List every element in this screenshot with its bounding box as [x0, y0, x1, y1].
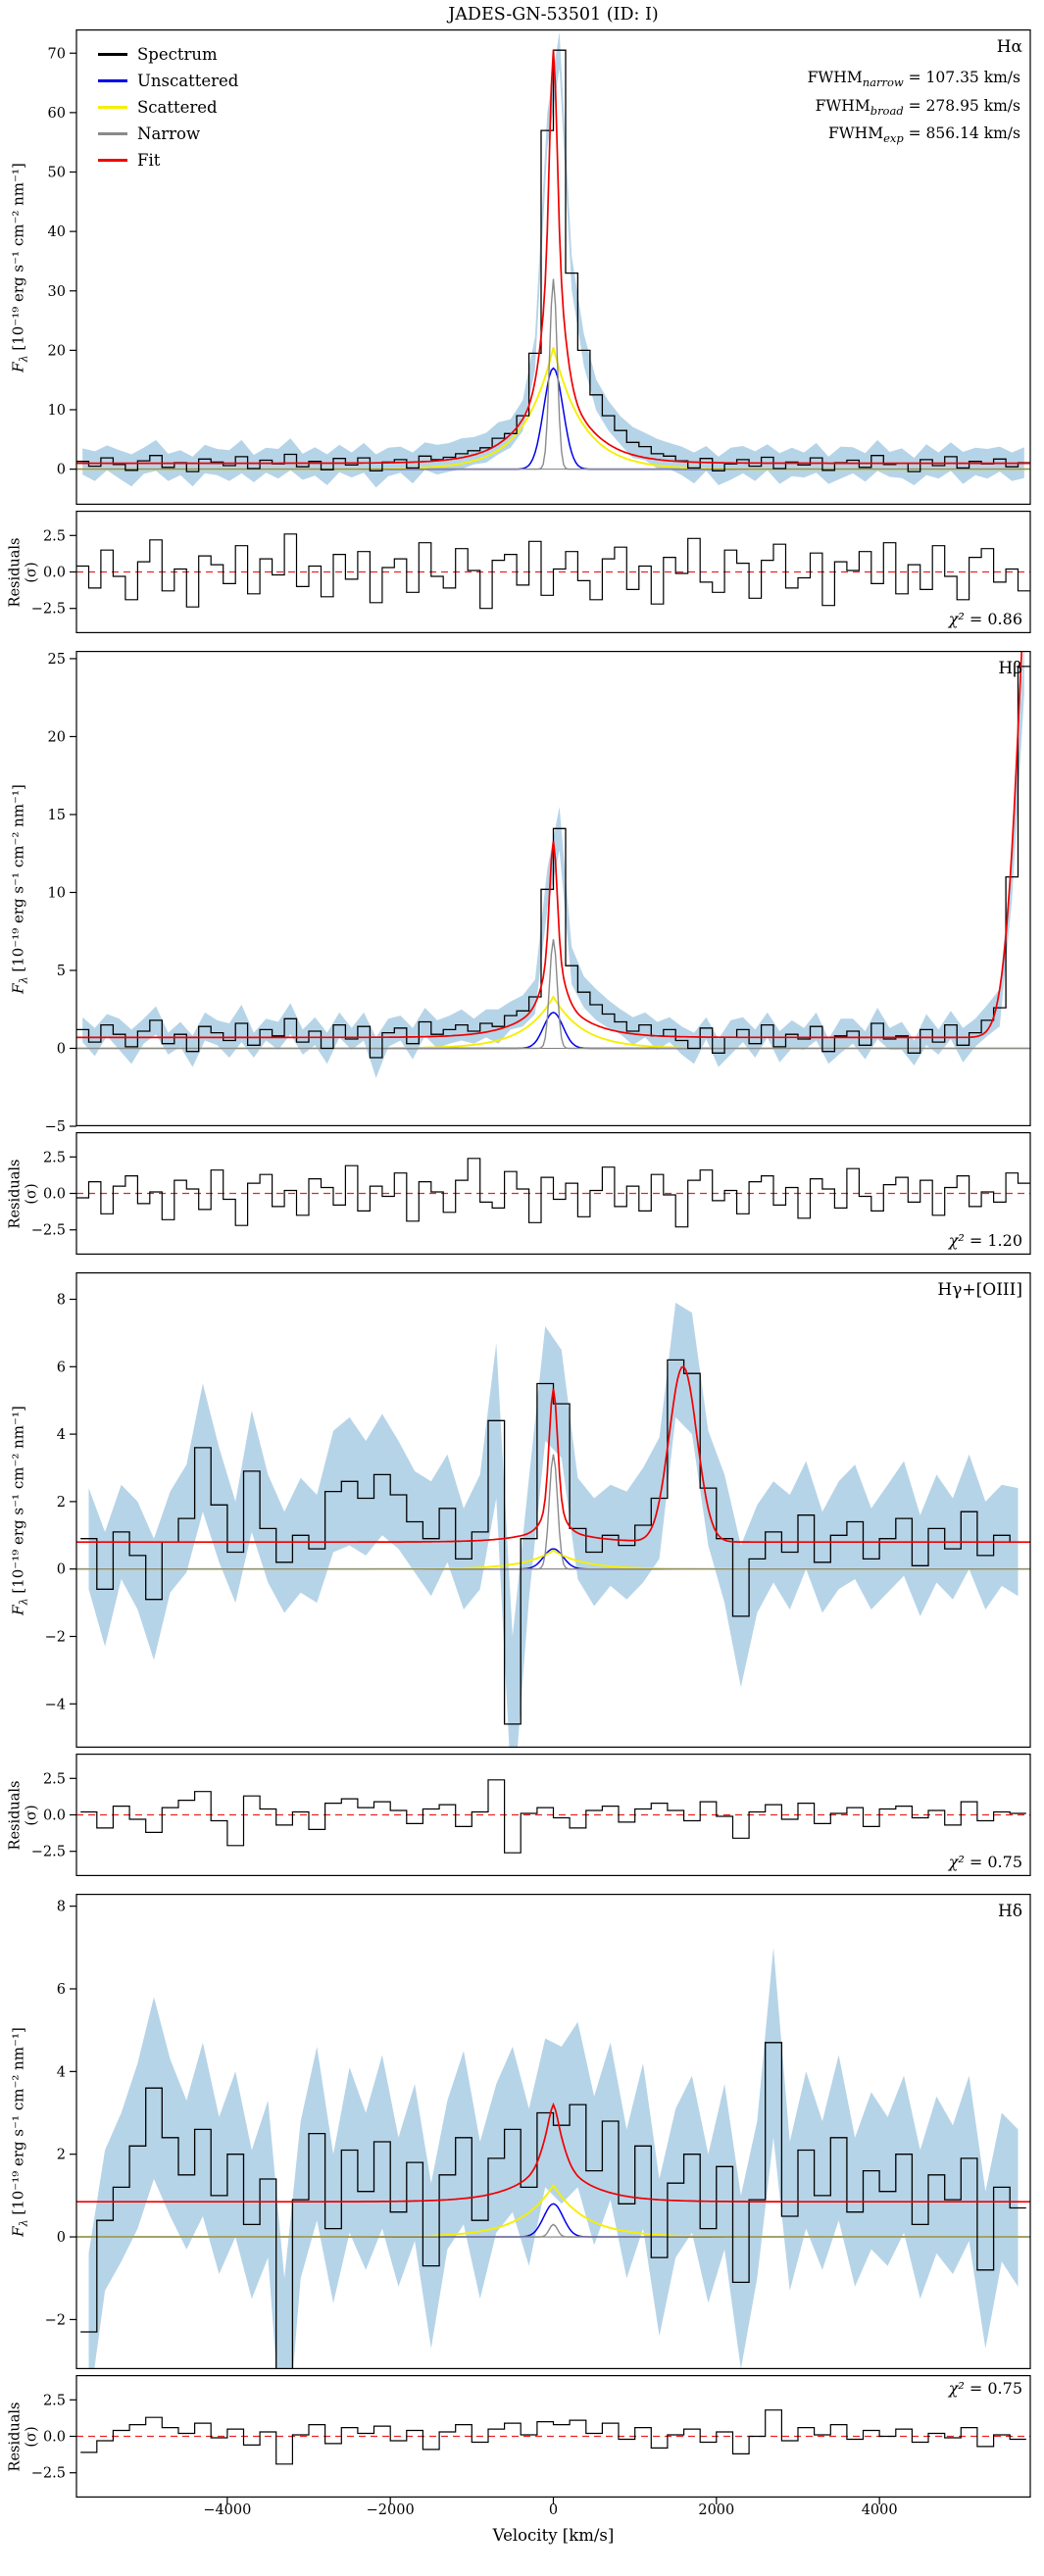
- fwhm-exp-annotation: FWHMexp = 856.14 km/s: [827, 124, 1020, 146]
- y-axis-label-flux: Fλ [10⁻¹⁹ erg s⁻¹ cm⁻² nm⁻¹]: [9, 783, 30, 994]
- x-tick-label: 2000: [698, 2502, 735, 2518]
- legend: Spectrum Unscattered Scattered Narrow Fi…: [98, 41, 238, 173]
- svg-text:−5: −5: [45, 1119, 66, 1135]
- y-axis-label-flux: Fλ [10⁻¹⁹ erg s⁻¹ cm⁻² nm⁻¹]: [9, 1405, 30, 1615]
- svg-text:−2.5: −2.5: [31, 1223, 66, 1239]
- halpha-spectrum-plot: 0 10 20 30 40 50 60 70: [48, 29, 1031, 505]
- x-axis-tick-labels: −4000 −2000 0 2000 4000: [0, 2502, 1044, 2522]
- svg-text:2: 2: [57, 2148, 66, 2163]
- legend-item-scattered: Scattered: [98, 94, 238, 121]
- y-axis-label-residuals: Residuals (σ): [7, 2402, 39, 2471]
- y-axis-label-flux: Fλ [10⁻¹⁹ erg s⁻¹ cm⁻² nm⁻¹]: [9, 162, 30, 372]
- y-axis-label-residuals: Residuals (σ): [7, 537, 39, 607]
- svg-text:−2: −2: [45, 2312, 66, 2328]
- halpha-main-panel: 0 10 20 30 40 50 60 70 Fλ [10⁻¹⁹ erg s⁻¹ cm⁻² n…: [0, 29, 1044, 505]
- fit-line-swatch: [98, 159, 127, 162]
- svg-text:−2.5: −2.5: [31, 602, 66, 618]
- svg-text:15: 15: [48, 808, 66, 823]
- figure-title: JADES-GN-53501 (ID: I): [448, 5, 659, 25]
- fwhm-broad-annotation: FWHMbroad = 278.95 km/s: [815, 96, 1020, 118]
- spectrum-line-swatch: [98, 53, 127, 56]
- svg-text:0.0: 0.0: [43, 1808, 66, 1824]
- svg-text:0.0: 0.0: [43, 2430, 66, 2446]
- chi-squared-hgamma-oiii: χ² = 0.75: [948, 1853, 1022, 1871]
- line-label-hgamma-oiii: Hγ+[OIII]: [937, 1280, 1022, 1300]
- y-axis-label-flux: Fλ [10⁻¹⁹ erg s⁻¹ cm⁻² nm⁻¹]: [9, 2026, 30, 2237]
- fwhm-annotations: FWHMnarrow = 107.35 km/s FWHMbroad = 278…: [808, 65, 1020, 149]
- svg-text:0: 0: [57, 2230, 66, 2246]
- svg-text:40: 40: [48, 224, 66, 240]
- hdelta-spectrum-plot: −2 0 2 4 6 8: [45, 1894, 1031, 2369]
- x-tick-label: 4000: [861, 2502, 898, 2518]
- svg-text:2.5: 2.5: [43, 1771, 66, 1787]
- svg-text:30: 30: [48, 284, 66, 300]
- y-axis-label-residuals: Residuals (σ): [7, 1159, 39, 1228]
- chi-squared-hbeta: χ² = 1.20: [948, 1231, 1022, 1250]
- x-tick-label: −4000: [203, 2502, 252, 2518]
- hgamma-oiii-spectrum-plot: −4 −2 0 2 4 6 8: [45, 1272, 1031, 1748]
- halpha-residuals-panel: −2.5 0.0 2.5 Residuals (σ) χ² = 0.86: [0, 511, 1044, 634]
- svg-text:8: 8: [57, 1900, 66, 1915]
- svg-text:0: 0: [57, 463, 66, 478]
- line-label-hdelta: Hδ: [997, 1902, 1022, 1921]
- hbeta-spectrum-plot: −5 0 5 10 15 20 25: [45, 651, 1031, 1135]
- svg-text:6: 6: [57, 1982, 66, 1998]
- line-label-hbeta: Hβ: [998, 659, 1022, 678]
- chi-squared-halpha: χ² = 0.86: [948, 610, 1022, 628]
- hbeta-residuals-plot: −2.5 0.0 2.5: [31, 1132, 1031, 1256]
- svg-text:20: 20: [48, 729, 66, 745]
- hgamma-oiii-residuals-panel: −2.5 0.0 2.5 Residuals (σ) χ² = 0.75: [0, 1754, 1044, 1877]
- chi-squared-hdelta: χ² = 0.75: [948, 2379, 1022, 2398]
- fwhm-narrow-annotation: FWHMnarrow = 107.35 km/s: [807, 69, 1020, 90]
- x-tick-label: −2000: [366, 2502, 415, 2518]
- svg-text:60: 60: [48, 106, 66, 122]
- svg-text:5: 5: [57, 964, 66, 979]
- hbeta-residuals-panel: −2.5 0.0 2.5 Residuals (σ) χ² = 1.20: [0, 1132, 1044, 1256]
- hdelta-residuals-plot: −2.5 0.0 2.5: [31, 2375, 1031, 2504]
- x-axis-label: Velocity [km/s]: [492, 2526, 615, 2545]
- legend-item-unscattered: Unscattered: [98, 68, 238, 94]
- line-label-halpha: Hα: [996, 37, 1022, 57]
- svg-text:−2.5: −2.5: [31, 1845, 66, 1860]
- legend-item-spectrum: Spectrum: [98, 41, 238, 68]
- svg-text:10: 10: [48, 885, 66, 901]
- hgamma-oiii-residuals-plot: −2.5 0.0 2.5: [31, 1754, 1031, 1877]
- legend-item-fit: Fit: [98, 147, 238, 173]
- svg-text:4: 4: [57, 2064, 66, 2080]
- svg-text:−2.5: −2.5: [31, 2466, 66, 2482]
- legend-item-narrow: Narrow: [98, 121, 238, 147]
- svg-text:2.5: 2.5: [43, 1150, 66, 1165]
- narrow-line-swatch: [98, 132, 127, 135]
- svg-text:−2: −2: [45, 1629, 66, 1645]
- hgamma-oiii-main-panel: −4 −2 0 2 4 6 8 Fλ [10⁻¹⁹ erg s⁻¹ cm⁻² nm⁻¹] H…: [0, 1272, 1044, 1748]
- svg-text:0: 0: [57, 1562, 66, 1578]
- svg-text:4: 4: [57, 1427, 66, 1443]
- svg-text:20: 20: [48, 343, 66, 359]
- svg-text:0.0: 0.0: [43, 566, 66, 581]
- svg-text:70: 70: [48, 46, 66, 62]
- scattered-line-swatch: [98, 106, 127, 109]
- svg-text:50: 50: [48, 166, 66, 181]
- svg-text:0: 0: [57, 1041, 66, 1057]
- hdelta-residuals-panel: −2.5 0.0 2.5 Residuals (σ) χ² = 0.75: [0, 2375, 1044, 2504]
- hbeta-main-panel: −5 0 5 10 15 20 25 Fλ [10⁻¹⁹ erg s⁻¹ cm⁻² nm⁻¹…: [0, 651, 1044, 1135]
- x-tick-label: 0: [548, 2502, 559, 2518]
- halpha-residuals-plot: −2.5 0.0 2.5: [31, 511, 1031, 634]
- svg-text:10: 10: [48, 403, 66, 419]
- svg-text:0.0: 0.0: [43, 1187, 66, 1203]
- svg-text:−4: −4: [45, 1697, 66, 1712]
- y-axis-label-residuals: Residuals (σ): [7, 1780, 39, 1850]
- hdelta-main-panel: −2 0 2 4 6 8 Fλ [10⁻¹⁹ erg s⁻¹ cm⁻² nm⁻¹] Hδ: [0, 1894, 1044, 2369]
- svg-text:25: 25: [48, 652, 66, 668]
- svg-text:2.5: 2.5: [43, 528, 66, 544]
- unscattered-line-swatch: [98, 79, 127, 82]
- svg-text:2.5: 2.5: [43, 2393, 66, 2408]
- svg-text:6: 6: [57, 1360, 66, 1375]
- svg-text:2: 2: [57, 1495, 66, 1511]
- svg-text:8: 8: [57, 1293, 66, 1309]
